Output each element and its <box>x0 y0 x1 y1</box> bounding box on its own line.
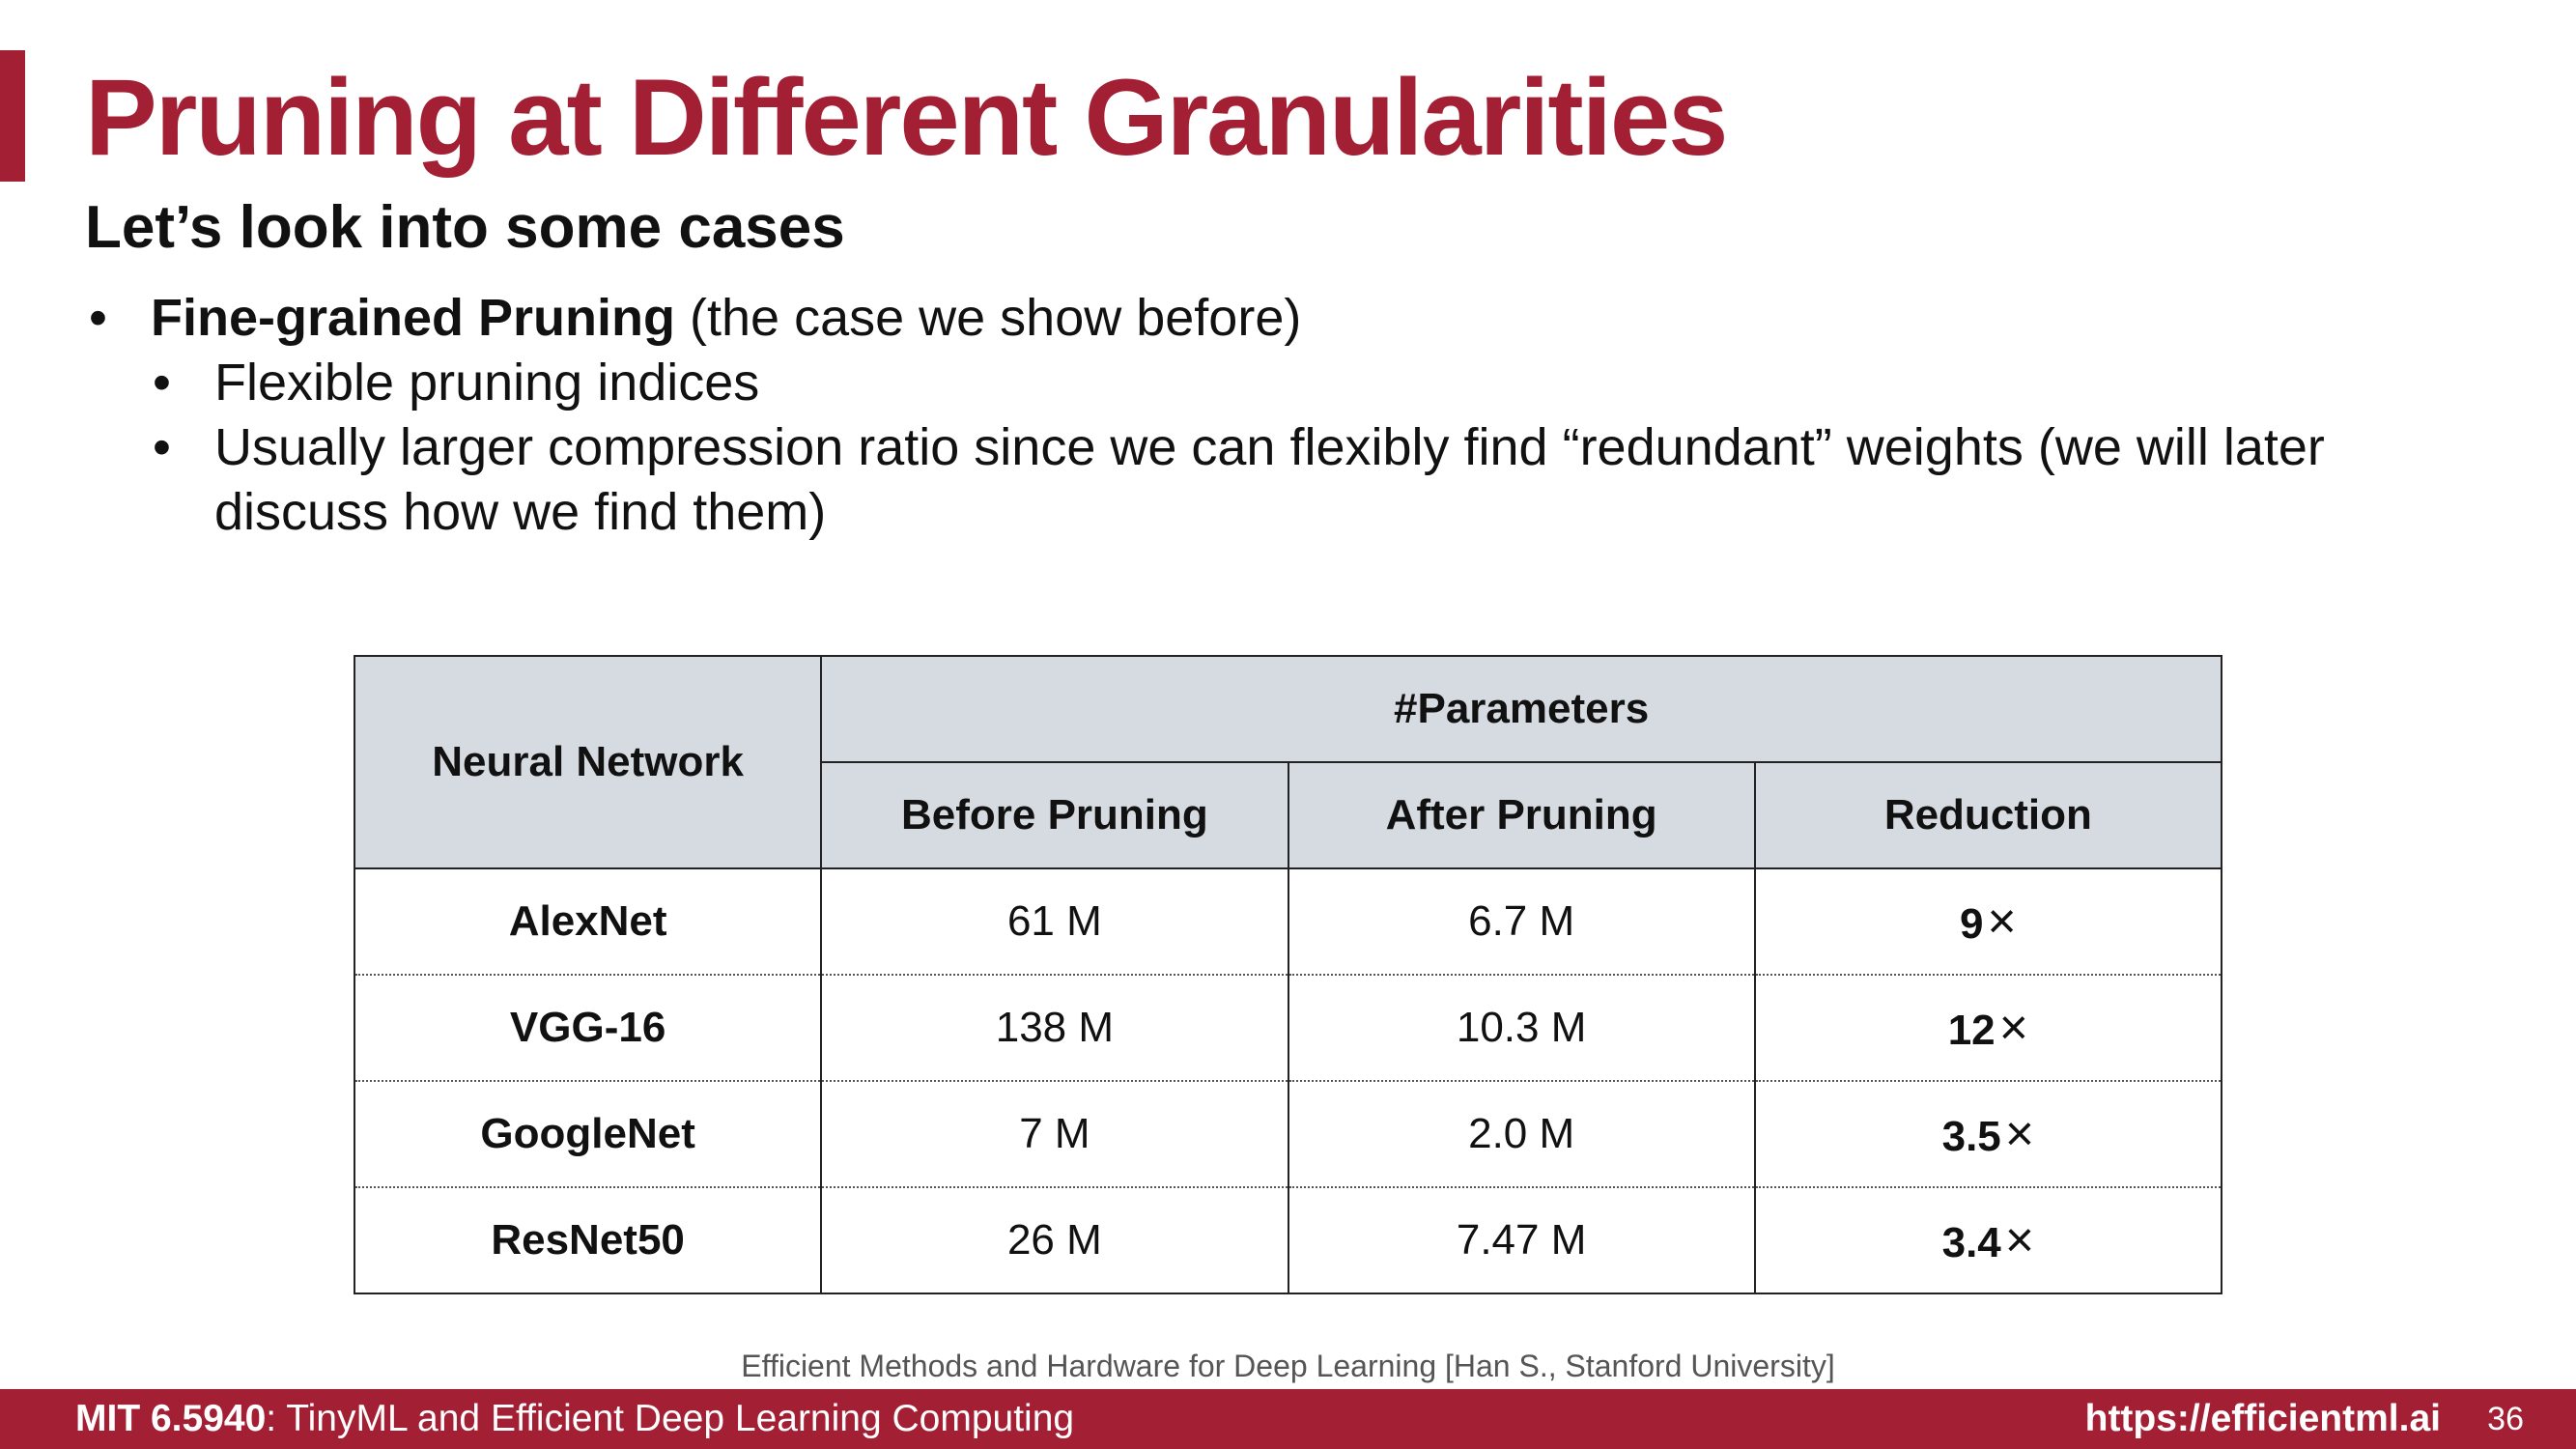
cell-network: VGG-16 <box>353 975 823 1082</box>
footer-course-code: MIT 6.5940 <box>75 1398 267 1439</box>
header-reduction: Reduction <box>1753 761 2223 869</box>
bullet-flexible-indices-text: Flexible pruning indices <box>214 354 760 412</box>
bullet-flexible-indices: • Flexible pruning indices <box>149 351 2500 415</box>
cell-network: GoogleNet <box>353 1081 823 1188</box>
reduction-value: 12 <box>1947 1007 1996 1054</box>
cell-after: 6.7 M <box>1287 868 1756 976</box>
table-row: VGG-16 138 M 10.3 M 12× <box>353 975 2223 1082</box>
cell-reduction: 3.5× <box>1753 1081 2223 1188</box>
footer-course-name: : TinyML and Efficient Deep Learning Com… <box>266 1398 1075 1439</box>
cell-after: 10.3 M <box>1287 975 1756 1082</box>
bullet-fine-grained-rest: (the case we show before) <box>675 289 1302 347</box>
citation: Efficient Methods and Hardware for Deep … <box>741 1349 1835 1383</box>
header-parameters: #Parameters <box>820 655 2222 763</box>
bullet-dot: • <box>89 289 107 347</box>
header-neural-network: Neural Network <box>353 655 823 869</box>
times-symbol: × <box>1987 894 2017 950</box>
times-symbol: × <box>1998 1000 2029 1056</box>
cell-network: AlexNet <box>353 868 823 976</box>
footer-url-link[interactable]: https://efficientml.ai <box>2084 1398 2441 1439</box>
cell-after: 2.0 M <box>1287 1081 1756 1188</box>
times-symbol: × <box>2004 1106 2035 1162</box>
cell-reduction: 12× <box>1753 975 2223 1082</box>
bullet-compression-ratio: • Usually larger compression ratio since… <box>149 415 2500 545</box>
pruning-results-table-wrap: Neural Network #Parameters Before Prunin… <box>353 655 2223 1294</box>
bullet-compression-ratio-line2: discuss how we find them) <box>214 483 827 541</box>
reduction-value: 9 <box>1959 900 1984 948</box>
pruning-results-table: Neural Network #Parameters Before Prunin… <box>353 655 2223 1294</box>
cell-before: 26 M <box>820 1187 1289 1294</box>
bullet-dot: • <box>153 418 171 476</box>
cell-reduction: 3.4× <box>1753 1187 2223 1294</box>
cell-network: ResNet50 <box>353 1187 823 1294</box>
bullet-fine-grained: • Fine-grained Pruning (the case we show… <box>85 286 2500 351</box>
table-row: AlexNet 61 M 6.7 M 9× <box>353 868 2223 976</box>
cell-before: 138 M <box>820 975 1289 1082</box>
reduction-value: 3.4 <box>1941 1219 2001 1266</box>
table-row: GoogleNet 7 M 2.0 M 3.5× <box>353 1081 2223 1188</box>
cell-before: 7 M <box>820 1081 1289 1188</box>
header-after-pruning: After Pruning <box>1287 761 1756 869</box>
bullet-list: • Fine-grained Pruning (the case we show… <box>85 286 2500 545</box>
header-before-pruning: Before Pruning <box>820 761 1289 869</box>
slide-subtitle: Let’s look into some cases <box>85 194 845 261</box>
table-row: ResNet50 26 M 7.47 M 3.4× <box>353 1187 2223 1294</box>
reduction-value: 3.5 <box>1941 1113 2001 1160</box>
footer-bar: MIT 6.5940: TinyML and Efficient Deep Le… <box>0 1389 2576 1449</box>
cell-after: 7.47 M <box>1287 1187 1756 1294</box>
page-number: 36 <box>2487 1401 2524 1437</box>
cell-reduction: 9× <box>1753 868 2223 976</box>
title-accent-bar <box>0 50 25 182</box>
cell-before: 61 M <box>820 868 1289 976</box>
bullet-fine-grained-bold: Fine-grained Pruning <box>151 289 676 347</box>
bullet-compression-ratio-line1: Usually larger compression ratio since w… <box>214 418 2325 476</box>
times-symbol: × <box>2004 1212 2035 1268</box>
footer-course: MIT 6.5940: TinyML and Efficient Deep Le… <box>75 1389 1074 1449</box>
bullet-dot: • <box>153 354 171 412</box>
slide-title: Pruning at Different Granularities <box>85 57 1728 178</box>
